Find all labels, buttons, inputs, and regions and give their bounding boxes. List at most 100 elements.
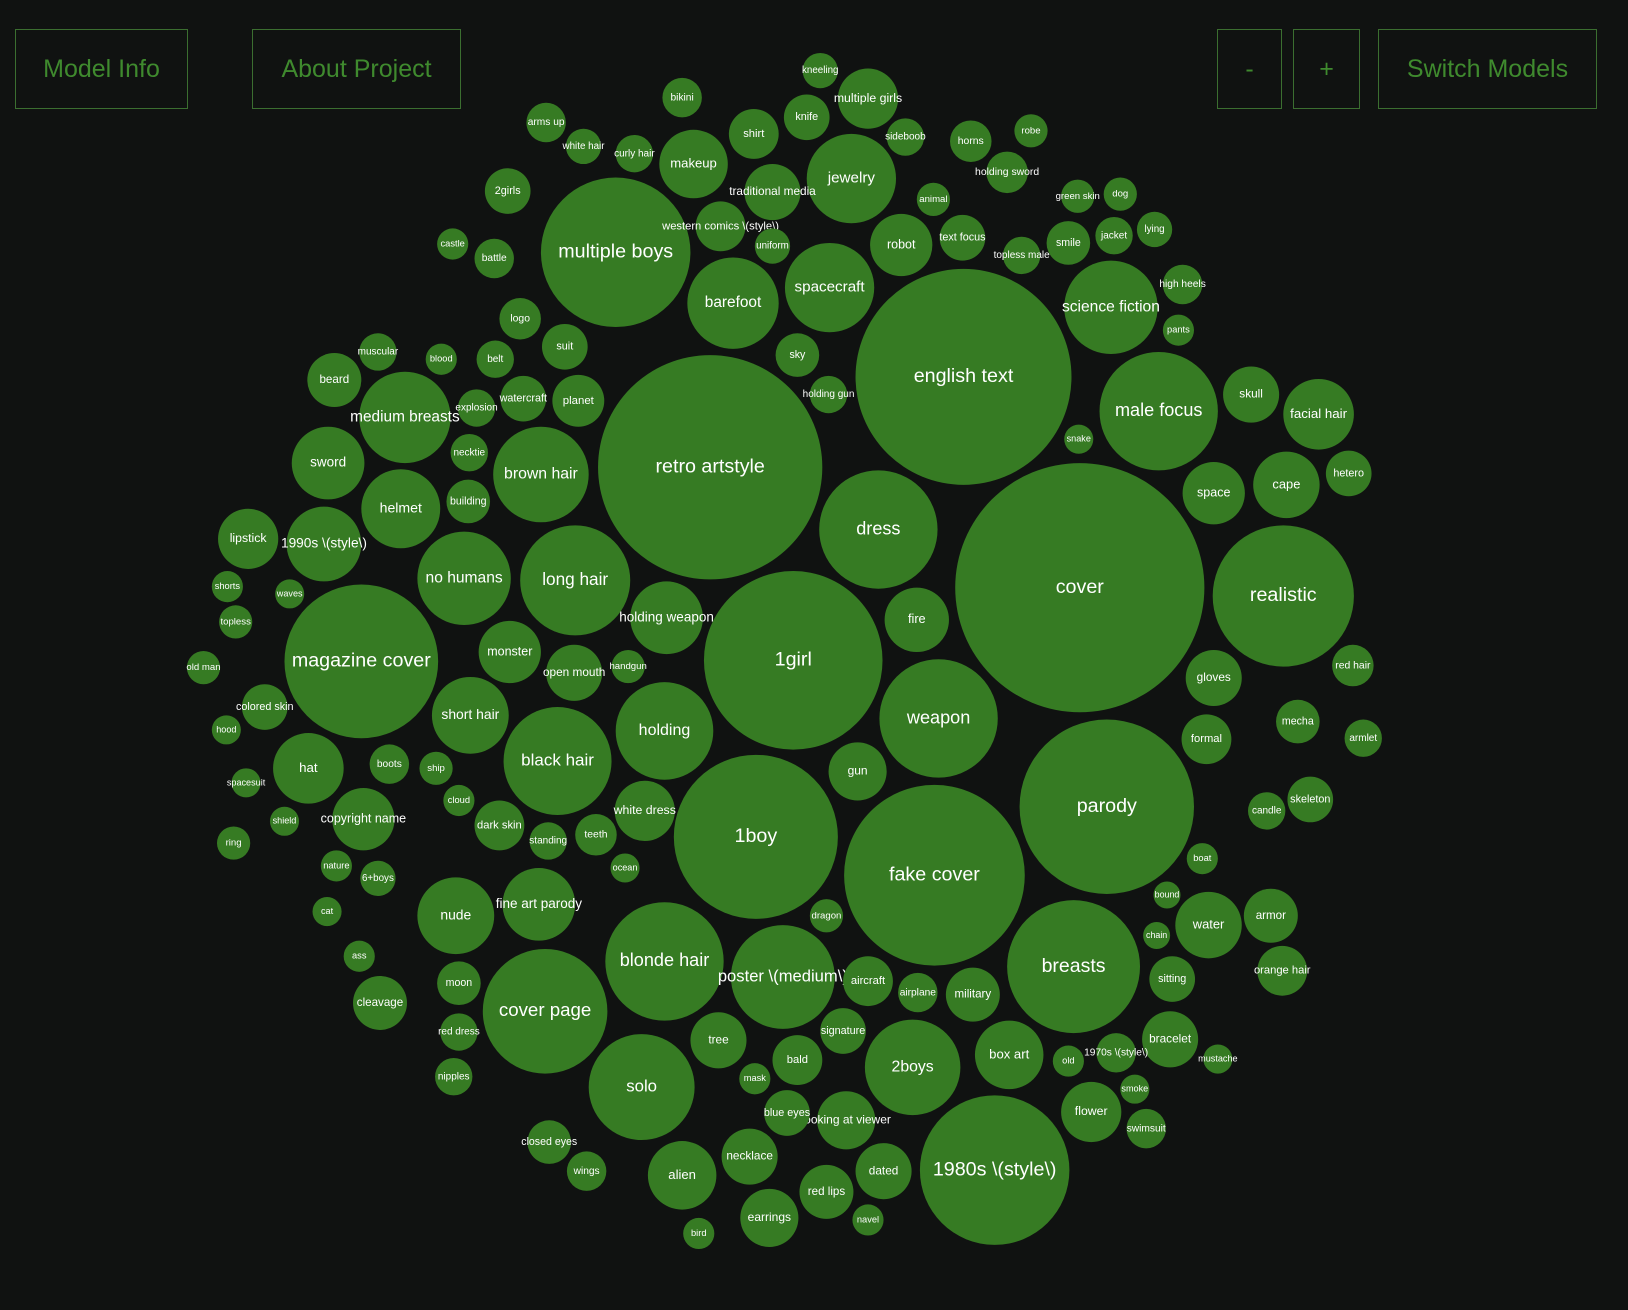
bubble-label: kneeling <box>802 65 839 76</box>
bubble <box>1223 366 1280 423</box>
bubble <box>659 129 728 199</box>
switch-models-button[interactable]: Switch Models <box>1378 29 1597 109</box>
zoom-out-button[interactable]: - <box>1217 29 1282 109</box>
bubble-label: white dress <box>613 803 676 817</box>
bubble-label: weapon <box>906 707 970 727</box>
bubble-label: skeleton <box>1290 793 1330 805</box>
bubble-label: moon <box>446 977 473 989</box>
bubble-label: muscular <box>358 347 399 358</box>
bubble <box>855 1143 912 1200</box>
bubble <box>440 1013 478 1051</box>
bubble-label: makeup <box>670 155 717 170</box>
bubble-label: orange hair <box>1254 965 1311 977</box>
bubble <box>939 214 986 261</box>
bubble <box>647 1141 717 1210</box>
bubble-label: hood <box>216 724 236 734</box>
bubble <box>1014 114 1048 148</box>
bubble-label: holding weapon <box>619 609 714 624</box>
bubble-label: sword <box>310 455 346 470</box>
bubble-label: facial hair <box>1290 406 1347 421</box>
bubble <box>527 1120 572 1164</box>
bubble <box>1212 525 1354 667</box>
bubble <box>186 650 221 685</box>
bubble <box>1120 1074 1150 1104</box>
bubble-label: old man <box>186 662 220 673</box>
bubble <box>1181 714 1232 765</box>
bubble-label: jewelry <box>827 170 876 187</box>
bubble-label: alien <box>668 1167 696 1182</box>
bubble-label: mecha <box>1282 715 1314 727</box>
bubble-label: hetero <box>1333 467 1364 479</box>
bubble-label: sideboob <box>885 132 926 143</box>
bubble-label: boots <box>377 759 402 770</box>
bubble-label: white hair <box>562 141 606 152</box>
bubble-label: swimsuit <box>1127 1123 1166 1134</box>
bubble <box>1095 216 1133 255</box>
bubble-label: cloud <box>448 795 470 805</box>
bubble-label: boat <box>1193 853 1212 863</box>
model-info-button[interactable]: Model Info <box>15 29 188 109</box>
bubble-label: spacecraft <box>795 279 866 296</box>
bubble <box>611 649 645 684</box>
bubble-label: jacket <box>1100 230 1127 241</box>
bubble <box>417 877 495 955</box>
bubble-label: looking at viewer <box>801 1112 890 1126</box>
bubble-label: waves <box>276 588 303 598</box>
bubble-label: blonde hair <box>620 950 710 970</box>
bubble <box>683 1217 715 1250</box>
bubble-label: robe <box>1021 125 1040 136</box>
bubble-label: battle <box>482 253 507 264</box>
bubble-label: shield <box>273 816 297 826</box>
bubble <box>575 814 617 856</box>
bubble <box>1064 424 1094 454</box>
bubble <box>446 479 491 524</box>
bubble-label: robot <box>887 237 916 251</box>
bubble <box>566 1151 607 1191</box>
bubble <box>1287 776 1334 823</box>
bubble <box>955 463 1205 713</box>
bubble <box>1052 1045 1084 1077</box>
bubble <box>211 715 241 745</box>
bubble <box>764 1090 810 1136</box>
bubble-label: pants <box>1167 325 1190 335</box>
zoom-in-button[interactable]: + <box>1293 29 1360 109</box>
bubble <box>1257 945 1308 996</box>
bubble <box>986 151 1028 194</box>
bubble <box>369 744 410 784</box>
bubble-label: brown hair <box>504 466 578 483</box>
bubble <box>1099 351 1218 471</box>
bubble <box>1064 260 1158 355</box>
bubble-label: dress <box>856 518 900 538</box>
bubble <box>721 1128 778 1185</box>
bubble <box>286 506 362 582</box>
bubble <box>1186 843 1218 875</box>
bubble-label: black hair <box>521 751 594 770</box>
bubble-label: lipstick <box>230 531 268 545</box>
bubble <box>546 644 603 701</box>
bubble-label: dog <box>1112 189 1128 200</box>
bubble <box>1019 719 1195 894</box>
bubble <box>820 1008 866 1054</box>
bubble <box>320 850 352 882</box>
bubble-label: 2boys <box>892 1059 934 1076</box>
bubble <box>499 297 541 340</box>
bubble <box>945 967 1000 1022</box>
bubble <box>425 343 457 375</box>
bubble-label: curly hair <box>614 148 655 159</box>
bubble <box>359 371 451 464</box>
bubble <box>844 784 1025 966</box>
bubble-label: knife <box>795 111 818 123</box>
bubble-label: topless male <box>994 250 1051 261</box>
bubble <box>231 768 261 798</box>
bubble-label: sky <box>789 349 806 361</box>
bubble <box>916 182 951 216</box>
bubble-label: no humans <box>426 569 503 586</box>
about-project-button[interactable]: About Project <box>252 29 461 109</box>
bubble <box>520 525 631 636</box>
bubble <box>730 925 835 1029</box>
bubble-label: red lips <box>808 1185 846 1198</box>
bubble-label: holding <box>639 722 691 739</box>
bubble-label: beard <box>319 373 349 386</box>
bubble <box>1332 644 1374 687</box>
bubble-label: gloves <box>1197 670 1231 684</box>
